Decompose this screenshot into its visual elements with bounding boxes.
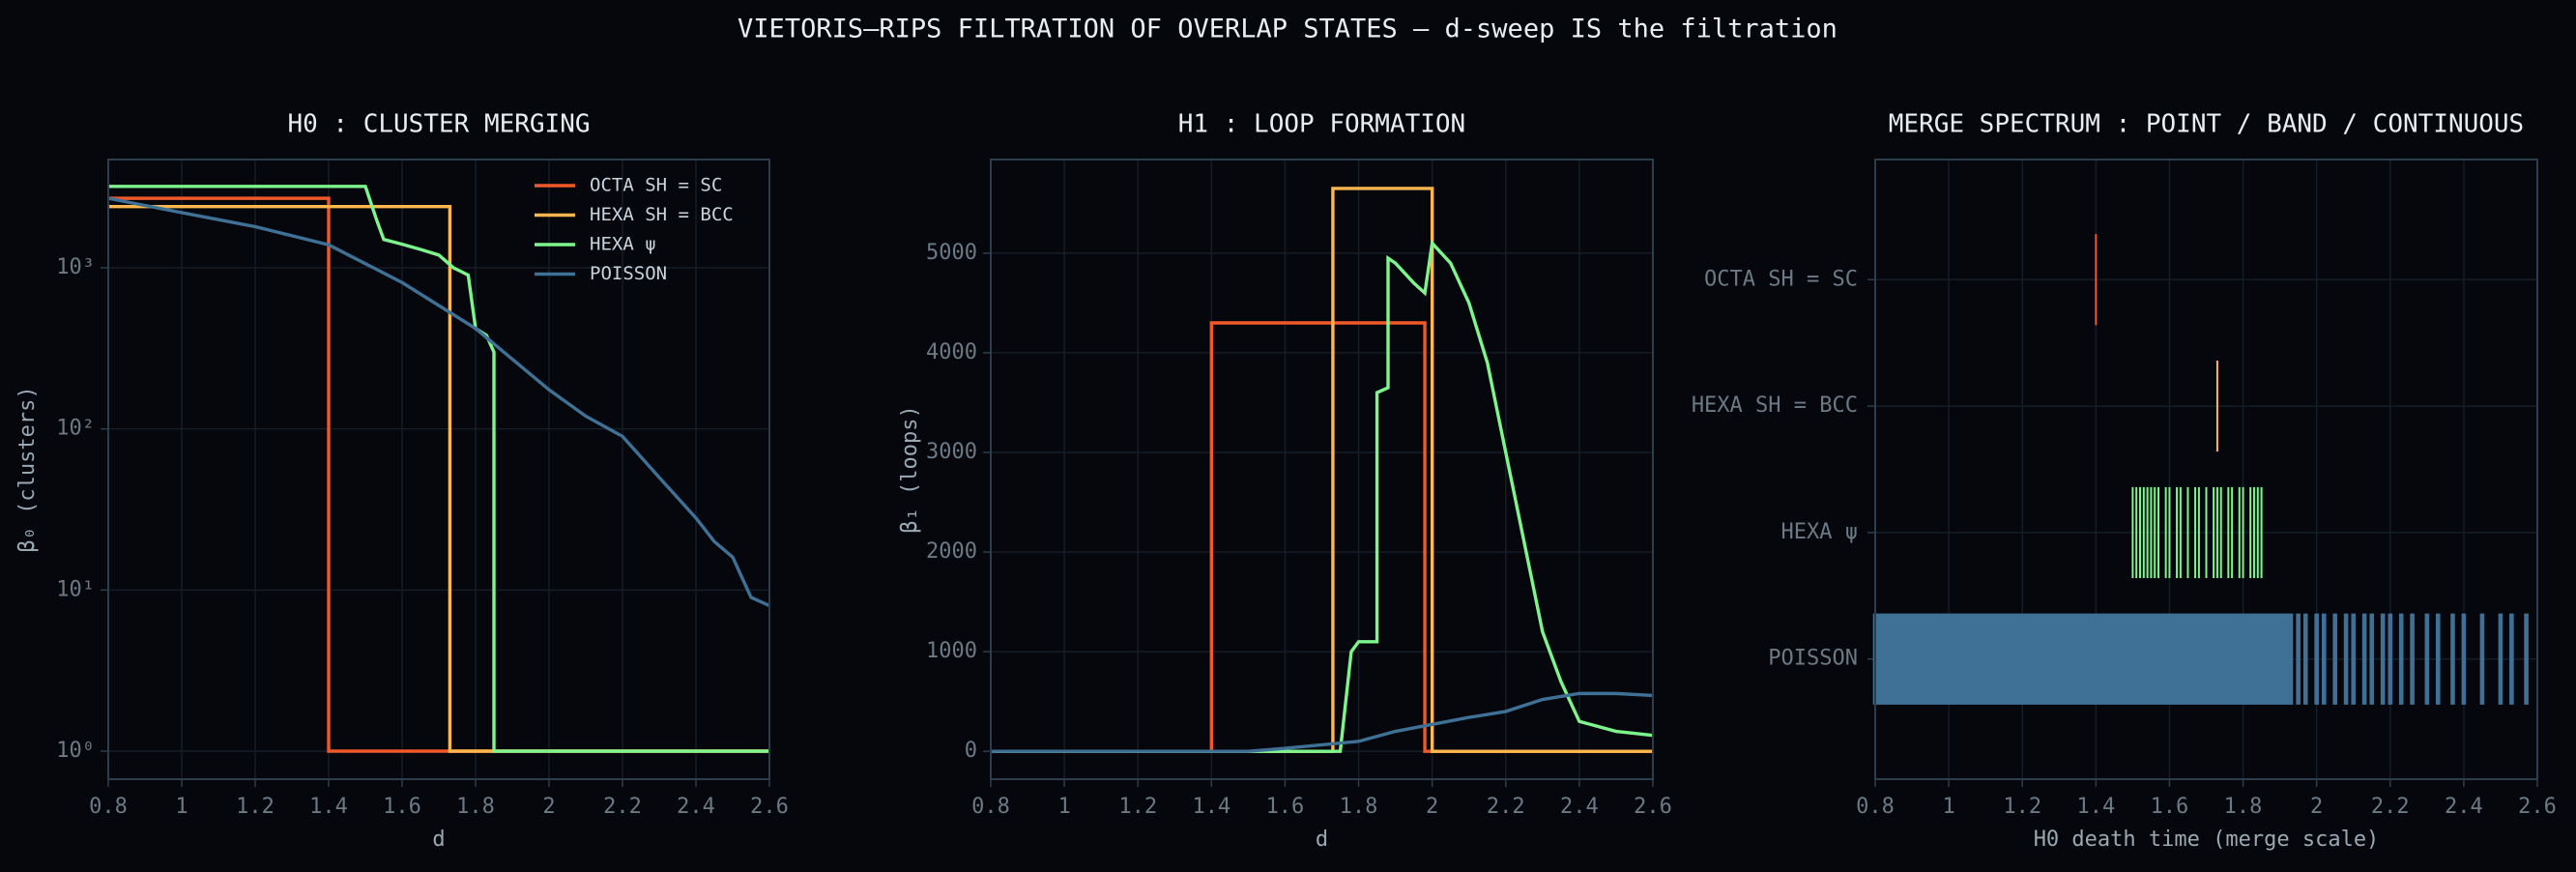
x-tick-label: 1.4 bbox=[1192, 795, 1230, 819]
series-line bbox=[108, 185, 769, 753]
y-tick-label: 10¹ bbox=[56, 577, 95, 601]
x-tick-label: 1.6 bbox=[383, 795, 421, 819]
legend-label: POISSON bbox=[590, 263, 667, 284]
panel-title: H0 : CLUSTER MERGING bbox=[287, 110, 590, 139]
series-line bbox=[107, 196, 770, 608]
y-tick-label: 10³ bbox=[56, 255, 95, 279]
x-tick-label: 1.2 bbox=[236, 795, 275, 819]
x-tick-label: 1.6 bbox=[2151, 795, 2189, 819]
x-tick-label: 2.6 bbox=[2518, 795, 2557, 819]
y-tick-label: 4000 bbox=[926, 340, 977, 364]
y-tick-label: 10⁰ bbox=[56, 739, 95, 763]
y-tick-label: 0 bbox=[965, 739, 977, 763]
x-tick-label: 1.8 bbox=[1340, 795, 1378, 819]
x-tick-label: 0.8 bbox=[89, 795, 128, 819]
axes-frame bbox=[1874, 159, 2538, 780]
x-tick-label: 1.4 bbox=[309, 795, 348, 819]
x-tick-label: 2.6 bbox=[750, 795, 789, 819]
x-tick-label: 1 bbox=[1942, 795, 1954, 819]
legend-label: OCTA SH = SC bbox=[590, 175, 722, 196]
x-axis-label: d bbox=[432, 828, 445, 852]
x-tick-label: 0.8 bbox=[1856, 795, 1895, 819]
x-tick-label: 2.2 bbox=[603, 795, 642, 819]
x-tick-label: 2.4 bbox=[1560, 795, 1599, 819]
axes-frame bbox=[990, 159, 1654, 780]
x-tick-label: 2.2 bbox=[1487, 795, 1525, 819]
axes-frame bbox=[107, 159, 770, 780]
x-axis-label: d bbox=[1316, 828, 1328, 852]
x-tick-label: 2 bbox=[542, 795, 555, 819]
x-tick-label: 0.8 bbox=[971, 795, 1010, 819]
x-tick-label: 2 bbox=[2310, 795, 2323, 819]
y-tick-label: 5000 bbox=[926, 241, 977, 265]
x-axis-label: H0 death time (merge scale) bbox=[2034, 828, 2380, 852]
x-tick-label: 2.6 bbox=[1634, 795, 1672, 819]
y-tick-label: 2000 bbox=[926, 539, 977, 564]
y-axis-label: β₀ (clusters) bbox=[15, 386, 40, 552]
y-tick-label: OCTA SH = SC bbox=[1704, 267, 1858, 291]
y-tick-label: 3000 bbox=[926, 440, 977, 464]
x-tick-label: 2.4 bbox=[677, 795, 715, 819]
y-tick-label: HEXA SH = BCC bbox=[1692, 393, 1858, 418]
x-tick-label: 1 bbox=[1057, 795, 1070, 819]
x-tick-label: 2.4 bbox=[2445, 795, 2483, 819]
y-tick-label: HEXA ψ bbox=[1781, 520, 1858, 544]
figure-title: VIETORIS–RIPS FILTRATION OF OVERLAP STAT… bbox=[738, 15, 1838, 44]
y-tick-label: 10² bbox=[56, 417, 95, 441]
x-tick-label: 2 bbox=[1426, 795, 1438, 819]
x-tick-label: 1.8 bbox=[2224, 795, 2263, 819]
x-tick-label: 2.2 bbox=[2371, 795, 2410, 819]
x-tick-label: 1.8 bbox=[456, 795, 495, 819]
x-tick-label: 1 bbox=[175, 795, 188, 819]
x-tick-label: 1.4 bbox=[2076, 795, 2115, 819]
panel-title: H1 : LOOP FORMATION bbox=[1178, 110, 1465, 139]
x-tick-label: 1.6 bbox=[1266, 795, 1305, 819]
x-tick-label: 1.2 bbox=[1118, 795, 1157, 819]
series-line bbox=[991, 239, 1654, 753]
series-line bbox=[991, 691, 1654, 753]
x-tick-label: 1.2 bbox=[2003, 795, 2041, 819]
legend-label: HEXA SH = BCC bbox=[590, 204, 734, 225]
y-tick-label: POISSON bbox=[1768, 647, 1858, 671]
panel-title: MERGE SPECTRUM : POINT / BAND / CONTINUO… bbox=[1889, 110, 2524, 139]
legend-label: HEXA ψ bbox=[590, 234, 656, 255]
y-tick-label: 1000 bbox=[926, 639, 977, 663]
y-axis-label: β₁ (loops) bbox=[898, 405, 922, 533]
